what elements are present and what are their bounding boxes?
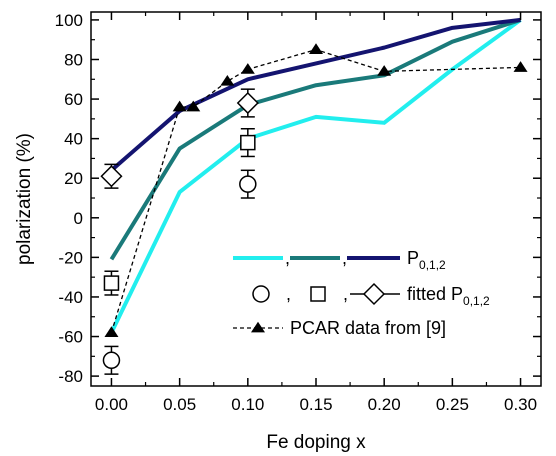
series-p1 (109, 18, 522, 261)
legend-label-main: P (407, 248, 419, 268)
y-tick-label: 100 (55, 11, 83, 30)
x-tick-label: 0.00 (95, 395, 128, 414)
y-tick-label: -40 (58, 288, 83, 307)
y-tick-label: -60 (58, 328, 83, 347)
fitted-point-diamond (236, 91, 259, 115)
legend-separator: , (342, 248, 347, 268)
legend-separator: , (286, 284, 291, 304)
y-axis-label: polarization (%) (14, 133, 35, 265)
plot-area (100, 17, 528, 375)
legend-marker-square (310, 286, 326, 302)
x-tick-label: 0.10 (231, 395, 264, 414)
axes: 0.00 0.05 0.10 0.15 0.20 0.25 0.30 -80 -60 -40 -20… (14, 11, 542, 453)
data-point-pcar (186, 100, 201, 112)
legend-separator: , (285, 248, 290, 268)
legend-separator: , (343, 284, 348, 304)
x-tick-label: 0.30 (504, 395, 537, 414)
y-tick-label: 0 (74, 209, 83, 228)
y-tick-label: 60 (64, 90, 83, 109)
data-point-pcar (513, 61, 528, 72)
legend-label-fitted: fitted P0,1,2 (407, 284, 490, 308)
series-line-p2 (110, 17, 521, 172)
y-tick-label: 40 (64, 130, 83, 149)
data-point-pcar (377, 65, 392, 76)
legend-label-pcar: PCAR data from [9] (290, 318, 446, 338)
legend-label-subscript: 0,1,2 (463, 294, 490, 308)
legend-label-main: fitted P (407, 284, 463, 304)
y-tick-label: 80 (64, 50, 83, 69)
x-tick-label: 0.05 (163, 395, 196, 414)
fitted-diamond-series (100, 88, 259, 189)
x-tick-label: 0.25 (436, 395, 469, 414)
fitted-square-series (103, 128, 256, 296)
fitted-point-circle (102, 351, 121, 370)
data-point-pcar (220, 74, 235, 86)
legend-marker-diamond (362, 282, 386, 306)
x-tick-label: 0.15 (299, 395, 332, 414)
legend-label-subscript: 0,1,2 (419, 258, 446, 272)
fitted-point-square (240, 134, 256, 151)
y-tick-label: 20 (64, 169, 83, 188)
fitted-point-circle (239, 175, 257, 193)
fitted-circle-series (102, 169, 257, 375)
data-point-pcar (172, 100, 187, 112)
data-point-pcar (104, 326, 119, 337)
y-tick-label: -80 (58, 367, 83, 386)
fitted-point-diamond (100, 165, 123, 188)
legend-marker-triangle (251, 321, 265, 333)
fitted-point-square (103, 275, 120, 291)
series-line-pcar (110, 48, 521, 333)
data-point-pcar (309, 43, 323, 55)
series-pcar (104, 43, 528, 337)
series-p2 (110, 17, 521, 172)
legend-label-p: P0,1,2 (407, 248, 446, 272)
x-tick-label: 0.20 (368, 395, 401, 414)
data-point-pcar (240, 63, 255, 74)
y-tick-label: -20 (58, 248, 83, 267)
legend-marker-circle (252, 285, 270, 303)
x-axis-label: Fe doping x (266, 432, 366, 453)
series-line-p1 (109, 18, 522, 261)
